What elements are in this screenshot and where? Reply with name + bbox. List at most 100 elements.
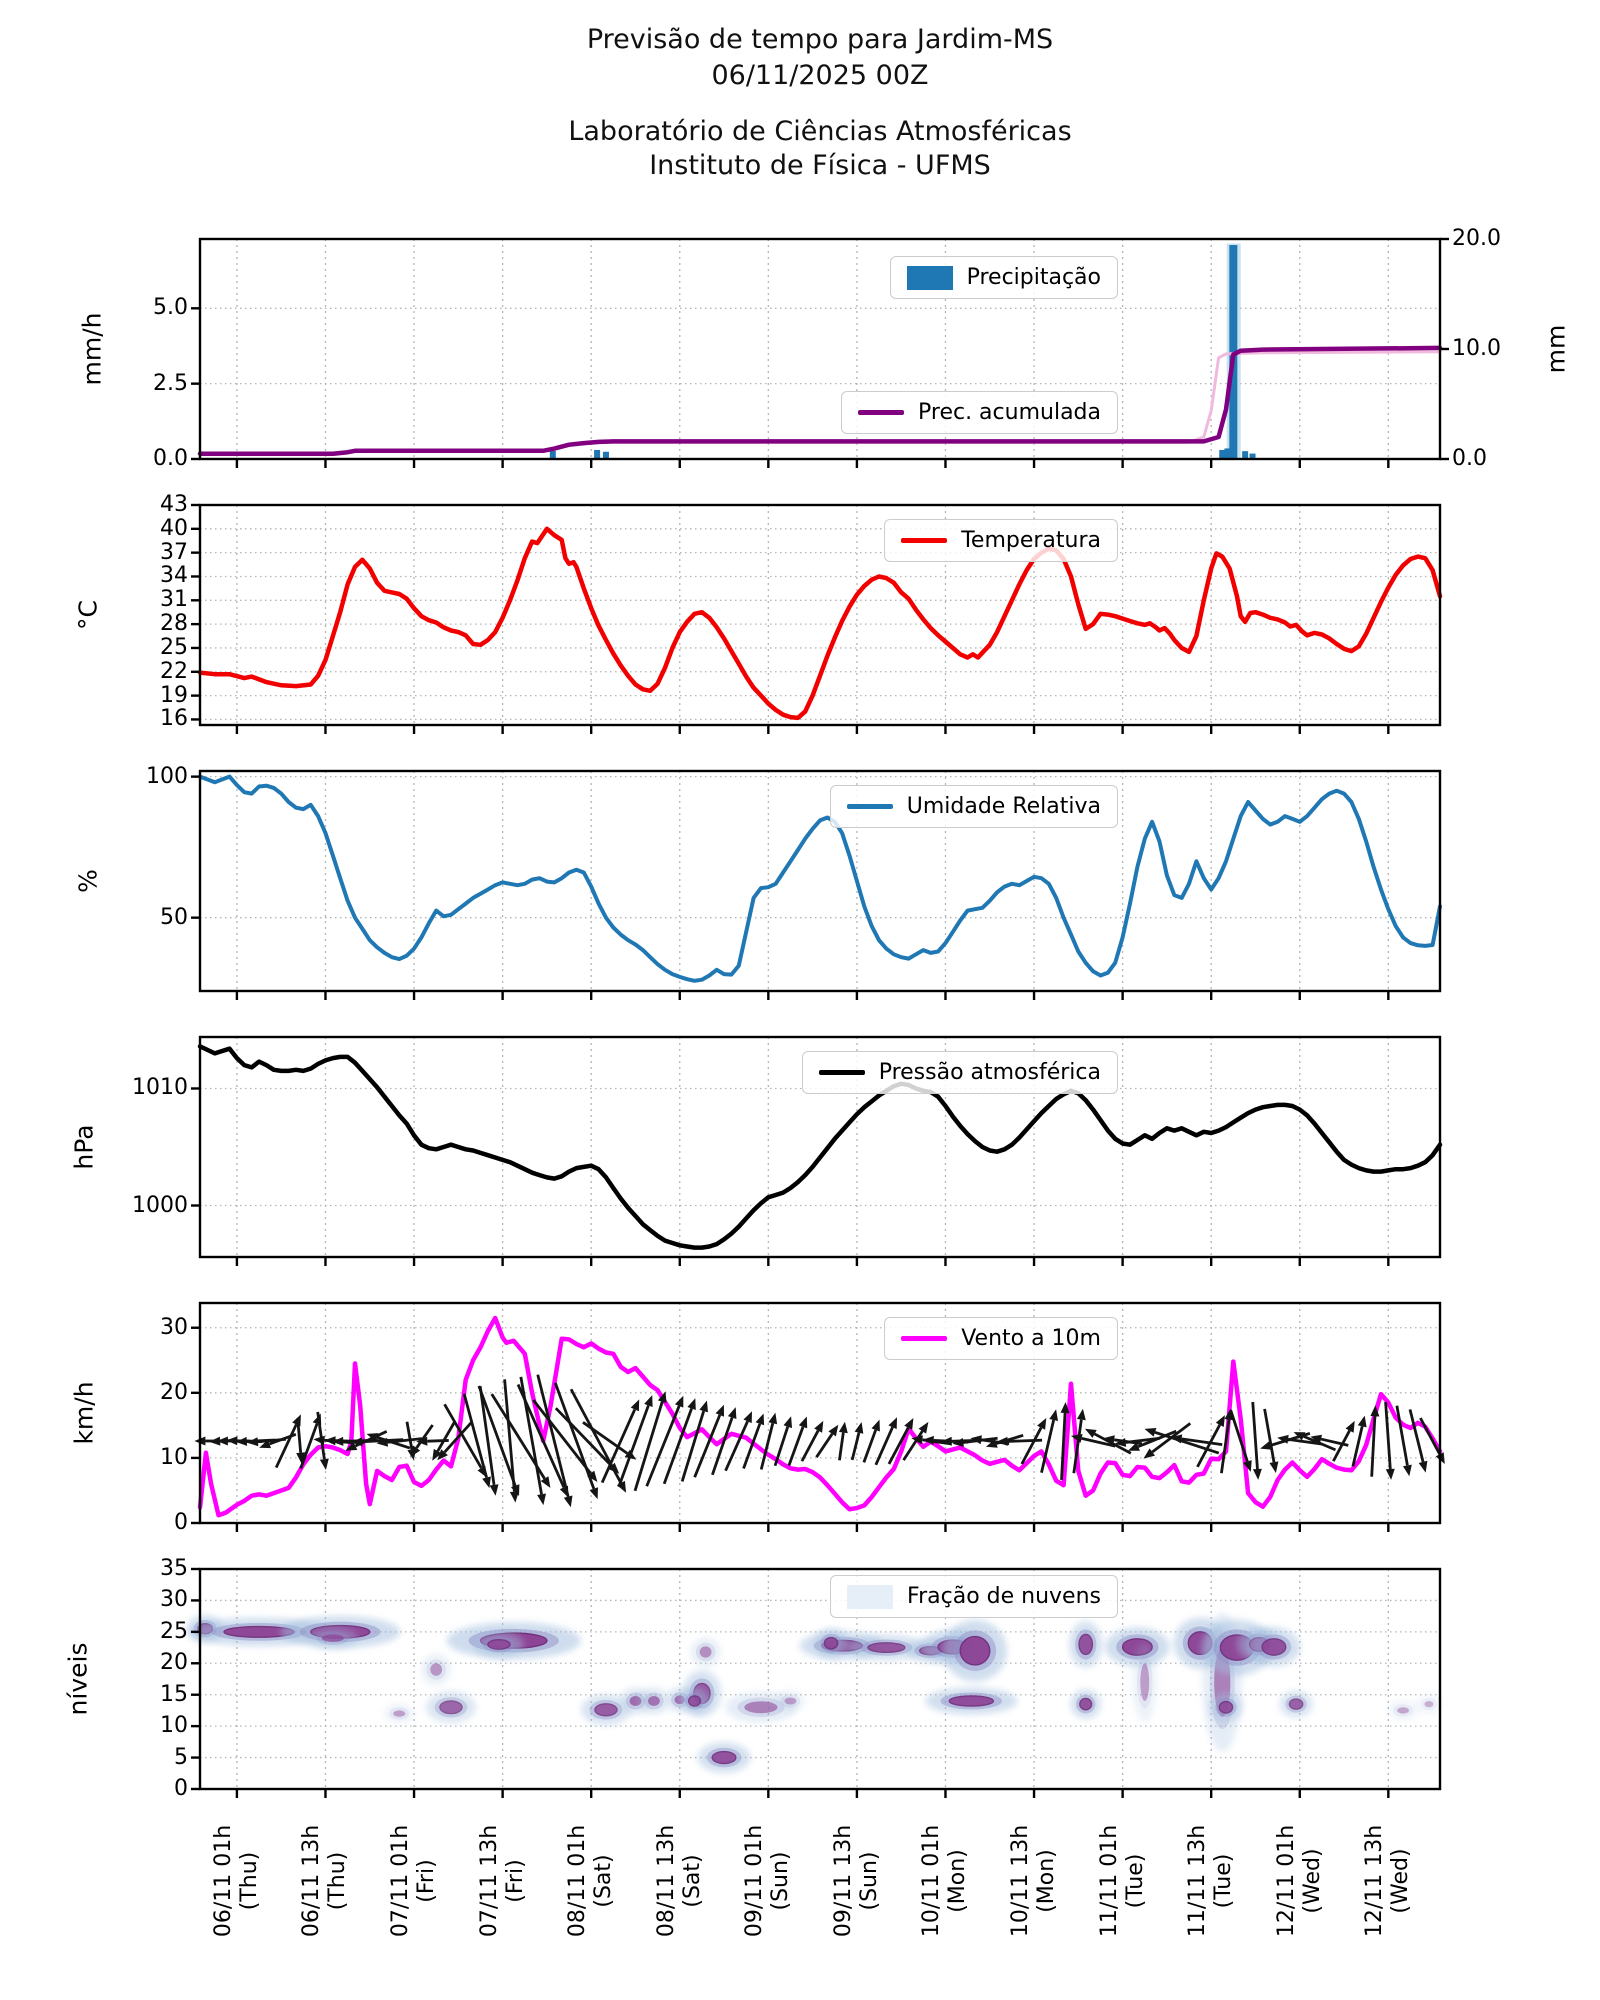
precipitation-bar — [549, 450, 556, 459]
wind-direction-arrow — [902, 1430, 924, 1461]
wind-arrow-head — [1060, 1402, 1070, 1414]
wind-direction-arrow — [477, 1385, 517, 1487]
cloud-blob-core — [1140, 1663, 1150, 1701]
cloud-blob-core — [1424, 1701, 1434, 1708]
wind-speed-line — [197, 1315, 1443, 1518]
cloud-blob-core — [1261, 1638, 1287, 1656]
cloud-blob-halo — [1416, 1694, 1442, 1715]
wind-direction-arrow — [693, 1414, 722, 1478]
x-tick-label: 08/11 13h (Sat) — [653, 1824, 705, 1938]
y-tick-label: 15 — [160, 1681, 188, 1707]
cloud-blob-halo — [420, 1653, 452, 1686]
wind-direction-arrow — [862, 1429, 878, 1463]
wind-direction-arrow — [1220, 1419, 1231, 1474]
precipitation-bar — [1249, 453, 1256, 459]
y-tick-label-right: 10.0 — [1452, 336, 1501, 361]
wind-direction-arrow — [1229, 1409, 1249, 1462]
legend-temperature-label: Temperatura — [961, 528, 1101, 553]
wind-arrow-head — [630, 1399, 640, 1412]
wind-arrow-head — [1293, 1432, 1306, 1441]
cloud-blob-core — [439, 1700, 463, 1715]
wind-direction-arrow — [569, 1388, 623, 1484]
cloud-blob-halo — [384, 1703, 415, 1724]
wind-arrow-head — [768, 1412, 778, 1425]
wind-arrow-head — [940, 1436, 952, 1446]
wind-direction-arrow — [800, 1429, 820, 1462]
pressure-line — [197, 1044, 1443, 1250]
wind-arrow-head — [985, 1439, 998, 1448]
wind-arrow-head — [1144, 1428, 1157, 1437]
wind-arrow-head — [911, 1435, 923, 1445]
wind-arrow-head — [743, 1411, 752, 1424]
x-tick-label: 08/11 01h (Sat) — [565, 1824, 617, 1938]
wind-arrow-head — [644, 1395, 653, 1407]
y-tick-label: 5 — [174, 1744, 188, 1770]
cloud-blob-core — [699, 1646, 712, 1658]
wind-arrow-head — [235, 1436, 248, 1446]
y-tick-label: 0.0 — [153, 446, 188, 471]
wind-direction-arrow — [478, 1386, 496, 1486]
wind-arrow-head — [247, 1437, 259, 1447]
wind-arrow-head — [715, 1404, 724, 1417]
wind-arrow-head — [675, 1395, 684, 1408]
cloud-blob-mid — [389, 1707, 409, 1720]
wind-arrow-head — [589, 1487, 598, 1500]
wind-arrow-head — [727, 1407, 737, 1419]
y-tick-label: 20 — [160, 1650, 188, 1676]
wind-arrow-head — [1310, 1434, 1322, 1444]
wind-direction-arrow — [299, 1423, 319, 1469]
wind-arrow-head — [657, 1391, 667, 1403]
cloud-fraction-panel — [187, 1567, 1442, 1798]
wind-direction-arrow — [316, 1411, 326, 1460]
cloud-blob-core — [1079, 1697, 1093, 1711]
legend-accumulated-precip: Prec. acumulada — [841, 391, 1118, 434]
wind-arrow-head — [871, 1419, 880, 1432]
cloud-blob-core — [594, 1703, 618, 1717]
y-tick-label: 0 — [174, 1776, 188, 1801]
wind-direction-arrow — [1181, 1437, 1223, 1446]
wind-arrow-head — [1403, 1464, 1412, 1477]
wind-arrow-head — [345, 1441, 358, 1451]
wind-direction-arrow — [462, 1393, 488, 1478]
wind-direction-arrow — [1007, 1438, 1043, 1443]
y-tick-label: 100 — [146, 763, 188, 789]
wind-arrow-head — [952, 1438, 964, 1447]
wind-arrow-head — [482, 1476, 491, 1489]
wind-direction-arrow — [711, 1417, 734, 1476]
cloud-blob-halo — [1387, 1700, 1419, 1721]
wind-direction-arrow — [443, 1403, 483, 1469]
legend-cloud-fraction: Fração de nuvens — [830, 1575, 1118, 1618]
y-tick-label: 1010 — [132, 1075, 188, 1101]
wind-arrow-head — [1252, 1468, 1262, 1480]
wind-direction-arrow — [1419, 1417, 1441, 1455]
x-tick-label: 10/11 13h (Mon) — [1008, 1824, 1060, 1938]
wind-arrow-head — [1170, 1434, 1183, 1444]
y-tick-label: 0 — [174, 1510, 188, 1535]
wind-direction-arrow — [443, 1420, 474, 1454]
wind-arrow-head — [854, 1422, 864, 1434]
wind-arrow-head — [319, 1458, 329, 1470]
wind-arrow-head — [332, 1436, 344, 1446]
wind-arrow-head — [1084, 1428, 1097, 1438]
y-tick-label: 31 — [160, 587, 188, 613]
wind-arrow-head — [1114, 1438, 1127, 1447]
wind-arrow-head — [798, 1416, 808, 1429]
y-axis-label-precip-accum: mm — [1541, 324, 1571, 374]
cloud-blob-core — [393, 1710, 406, 1717]
wind-arrow-head — [904, 1418, 914, 1430]
wind-arrow-head — [416, 1436, 428, 1446]
y-tick-label: 16 — [160, 706, 188, 732]
pressure-swatch — [818, 1070, 865, 1075]
wind-arrow-head — [410, 1445, 421, 1457]
cloud-blob-mid — [780, 1694, 801, 1708]
y-axis-label-clouds: níveis — [63, 1642, 93, 1716]
wind-direction-arrow — [1040, 1419, 1056, 1474]
temperature-line — [197, 526, 1443, 721]
panel-spine — [198, 1301, 1442, 1525]
wind-direction-arrow — [1332, 1429, 1351, 1462]
wind-arrow-head — [209, 1436, 221, 1446]
cloud-blob-core — [321, 1634, 344, 1642]
wind-arrow-head — [509, 1491, 519, 1503]
cloud-blob-core — [959, 1635, 991, 1666]
wind-direction-arrow — [724, 1420, 749, 1472]
